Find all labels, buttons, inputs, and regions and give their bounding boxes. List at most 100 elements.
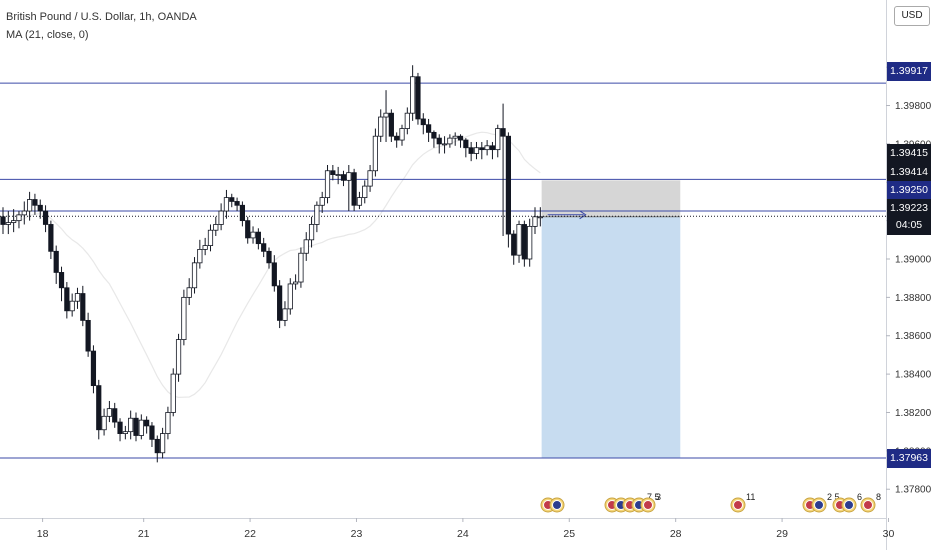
uk-flag-icon: [814, 500, 824, 510]
candle-body: [399, 128, 405, 141]
candle-body: [410, 76, 416, 114]
uk-flag-icon: [844, 500, 854, 510]
candle-body: [452, 135, 458, 139]
candle-body: [463, 139, 469, 149]
current-price-label: 1.39223: [887, 199, 931, 218]
event-count-label: 2 5: [827, 492, 840, 502]
candle-body: [351, 172, 357, 206]
time-tick-label: 22: [244, 528, 256, 540]
time-axis-background: [0, 518, 886, 550]
candle-body: [324, 170, 331, 199]
candle-body: [356, 197, 363, 206]
candle-body: [484, 145, 490, 151]
candle-body: [500, 128, 506, 137]
candle-body: [149, 425, 155, 440]
target-zone[interactable]: [541, 216, 681, 458]
candle-body: [537, 216, 543, 219]
candle-body: [197, 249, 203, 264]
candle-body: [447, 137, 453, 145]
moving-average-line: [2, 131, 541, 399]
candle-body: [16, 214, 22, 222]
candle-body: [181, 296, 187, 340]
candle-body: [186, 287, 192, 298]
candle-body: [154, 438, 160, 454]
uk-flag-icon: [552, 500, 562, 510]
candle-body: [277, 285, 283, 321]
price-tick-label: 1.38400: [895, 370, 932, 381]
candle-body: [266, 250, 272, 264]
candle-body: [319, 197, 325, 206]
horizontal-levels[interactable]: [0, 82, 886, 459]
candle-body: [239, 204, 245, 222]
candle-body: [48, 224, 54, 252]
candle-body: [42, 210, 49, 225]
candle-body: [362, 185, 368, 199]
candle-body: [388, 112, 394, 137]
candle-body: [495, 128, 501, 151]
candle-body: [473, 147, 480, 154]
candle-body: [69, 300, 75, 312]
candle-body: [441, 143, 448, 146]
candle-body: [117, 421, 123, 434]
candle-body: [106, 408, 112, 417]
candle-body: [340, 174, 347, 181]
time-axis[interactable]: 18 21 22 23 24 25 28 29 30: [0, 518, 894, 550]
candle-body: [202, 245, 208, 250]
candle-body: [32, 199, 38, 206]
candles: [0, 65, 543, 463]
candle-body: [415, 76, 421, 120]
position-tool[interactable]: [541, 180, 681, 458]
economic-events[interactable]: 7 53 11 2 5 6 8: [540, 492, 881, 513]
candle-body: [314, 204, 320, 225]
candle-body: [404, 112, 410, 129]
candle-body: [292, 281, 299, 285]
candle-body: [122, 431, 128, 434]
candle-body: [207, 229, 214, 246]
candle-body: [112, 408, 118, 423]
candle-body: [80, 293, 86, 321]
price-tick-label: 1.39800: [895, 101, 932, 112]
level-label: 1.39917: [887, 62, 931, 81]
event-count-label: 6: [857, 492, 862, 502]
candle-body: [21, 210, 27, 216]
price-tick-label: 1.38600: [895, 331, 932, 342]
candle-body: [378, 116, 384, 137]
candle-body: [11, 220, 17, 223]
candle-body: [394, 135, 400, 141]
candle-body: [213, 224, 219, 231]
time-tick-label: 25: [563, 528, 575, 540]
level-label: 1.37963: [887, 449, 931, 468]
us-flag-icon: [733, 500, 743, 510]
candle-body: [346, 172, 352, 181]
candle-body: [138, 419, 144, 436]
level-label: 1.39415: [887, 144, 931, 163]
candle-body: [159, 433, 166, 454]
price-tick-label: 1.38200: [895, 408, 932, 419]
candle-body: [144, 419, 150, 427]
symbol-title[interactable]: British Pound / U.S. Dollar, 1h, OANDA: [6, 11, 197, 23]
candle-body: [431, 131, 437, 139]
candle-body: [64, 287, 70, 312]
candle-body: [191, 262, 198, 289]
time-tick-label: 24: [457, 528, 469, 540]
candle-body: [527, 225, 533, 260]
level-label: 1.39250: [887, 181, 931, 200]
candle-body: [5, 222, 11, 225]
indicator-legend[interactable]: MA (21, close, 0): [6, 29, 89, 41]
candle-body: [26, 199, 33, 212]
candle-body: [170, 373, 176, 413]
candle-body: [521, 224, 527, 260]
candle-body: [223, 197, 230, 212]
candle-body: [298, 252, 304, 283]
time-tick-label: 21: [138, 528, 150, 540]
candle-body: [489, 145, 496, 151]
candle-body: [425, 124, 432, 133]
candle-body: [255, 231, 261, 245]
candle-body: [335, 174, 341, 176]
currency-button[interactable]: USD: [894, 6, 930, 26]
candle-body: [457, 135, 464, 141]
candle-body: [271, 262, 277, 287]
candle-body: [532, 216, 538, 227]
candle-body: [37, 204, 43, 212]
